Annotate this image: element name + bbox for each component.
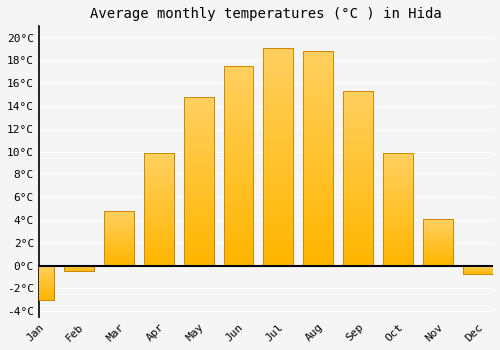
Bar xyxy=(383,153,413,266)
Bar xyxy=(423,219,453,266)
Bar xyxy=(304,51,334,266)
Bar xyxy=(64,266,94,271)
Bar xyxy=(463,266,493,273)
Bar xyxy=(344,91,374,266)
Bar xyxy=(24,266,54,300)
Bar xyxy=(264,48,294,266)
Title: Average monthly temperatures (°C ) in Hida: Average monthly temperatures (°C ) in Hi… xyxy=(90,7,442,21)
Bar xyxy=(304,51,334,266)
Bar xyxy=(264,48,294,266)
Bar xyxy=(184,97,214,266)
Bar xyxy=(423,219,453,266)
Bar xyxy=(144,153,174,266)
Bar xyxy=(184,97,214,266)
Bar xyxy=(24,266,54,300)
Bar xyxy=(104,211,134,266)
Bar xyxy=(463,266,493,273)
Bar xyxy=(64,266,94,271)
Bar xyxy=(383,153,413,266)
Bar xyxy=(104,211,134,266)
Bar xyxy=(344,91,374,266)
Bar xyxy=(224,66,254,266)
Bar xyxy=(224,66,254,266)
Bar xyxy=(144,153,174,266)
